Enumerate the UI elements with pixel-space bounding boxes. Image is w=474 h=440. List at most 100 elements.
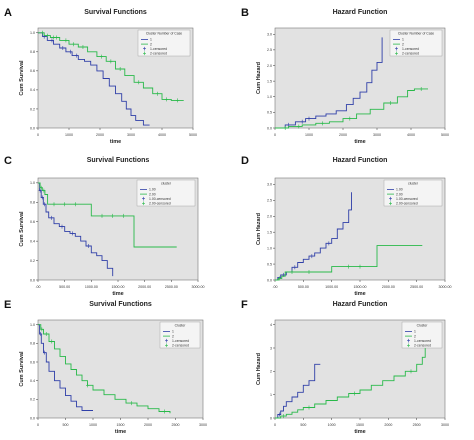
legend-entry: 2-censored (172, 344, 189, 348)
y-tick-label: 1.0 (30, 31, 35, 35)
legend-entry: 1 (414, 330, 416, 334)
x-tick-label: 1500.00 (112, 285, 125, 289)
x-tick-label: 0 (37, 423, 39, 427)
x-tick-label: 500.00 (59, 285, 70, 289)
series-1.00-line (38, 182, 114, 277)
x-tick-label: 1500 (356, 423, 364, 427)
y-tick-label: 3 (270, 346, 272, 350)
y-tick-label: 3.0 (267, 183, 272, 187)
y-tick-label: 0.6 (30, 360, 35, 364)
x-tick-label: 5000 (441, 133, 449, 137)
x-axis-label: time (110, 139, 121, 145)
y-tick-label: 0 (270, 416, 272, 420)
y-tick-label: 2 (270, 370, 272, 374)
x-tick-label: 0 (274, 133, 276, 137)
x-tick-label: 2500 (172, 423, 180, 427)
legend-title: Cluster Number of Case (146, 32, 182, 36)
y-tick-label: 2.0 (267, 215, 272, 219)
legend-entry: 2 (150, 42, 152, 46)
legend-entry: 2 (172, 334, 174, 338)
x-axis-label: time (115, 429, 126, 435)
legend-entry: 2-censored (414, 344, 431, 348)
y-tick-label: 0.2 (30, 107, 35, 111)
legend-entry: 2-censored (402, 52, 419, 56)
legend-entry: 1-censored (414, 339, 431, 343)
legend-entry: 1-censored (150, 47, 167, 51)
legend-entry: 1 (150, 38, 152, 42)
legend: Cluster Number of Case 121-censored2-cens… (389, 29, 443, 57)
panel-label: A (4, 7, 12, 19)
x-tick-label: 1500.00 (354, 285, 367, 289)
x-tick-label: .00 (273, 285, 278, 289)
y-tick-label: 0.0 (267, 126, 272, 130)
series-2-line (275, 88, 428, 129)
x-tick-label: 3000.00 (192, 285, 205, 289)
y-tick-label: 1.0 (30, 323, 35, 327)
x-tick-label: 1000 (305, 133, 313, 137)
legend-box (137, 29, 191, 57)
y-tick-label: 0.5 (267, 262, 272, 266)
series-1-line (275, 363, 321, 419)
series-1-line (38, 324, 93, 411)
x-tick-label: 1000.00 (325, 285, 338, 289)
x-tick-label: 4000 (407, 133, 415, 137)
y-tick-label: 0.2 (30, 398, 35, 402)
x-tick-label: 3000 (199, 423, 207, 427)
y-axis-label: Cum Survival (19, 60, 25, 96)
y-tick-label: 1 (270, 393, 272, 397)
legend-entry: 2.00 (396, 192, 403, 196)
y-tick-label: 0.8 (30, 342, 35, 346)
legend-box (383, 179, 443, 207)
x-axis-label: time (354, 429, 365, 435)
legend-title: Cluster (417, 324, 429, 328)
series-2-line (275, 338, 426, 419)
x-tick-label: 1500 (117, 423, 125, 427)
y-axis-label: Cum Hazard (256, 213, 262, 245)
legend-entry: 1-censored (172, 339, 189, 343)
chart-title: Hazard Function (333, 9, 388, 16)
legend: cluster 1.002.001.00-censored2.00-censore… (136, 179, 196, 207)
x-axis-label: time (354, 291, 365, 297)
y-tick-label: 1.0 (267, 246, 272, 250)
legend-entry: 1.00-censored (149, 197, 171, 201)
panel-e: E Survival Functions 0 500 1000 1500 2000 2500 3… (4, 299, 207, 435)
y-tick-label: 0.4 (30, 88, 35, 92)
legend-entry: 2 (402, 42, 404, 46)
panel-label: E (4, 299, 11, 311)
x-tick-label: 2000 (384, 423, 392, 427)
legend-entry: 1.00 (149, 188, 156, 192)
legend-title: Cluster (175, 324, 187, 328)
y-tick-label: 2.0 (267, 64, 272, 68)
y-tick-label: 0.5 (267, 111, 272, 115)
legend-title: cluster (161, 182, 172, 186)
y-axis-label: Cum Survival (19, 351, 25, 387)
y-tick-label: 1.5 (267, 79, 272, 83)
y-tick-label: 0.0 (30, 278, 35, 282)
legend-box (136, 179, 196, 207)
x-tick-label: 1000 (89, 423, 97, 427)
panel-d: D Hazard Function .00 500.00 1000.00 1500.00 2… (241, 155, 452, 297)
x-tick-label: 2000 (144, 423, 152, 427)
chart-title: Hazard Function (333, 301, 388, 308)
x-axis-label: time (354, 139, 365, 145)
legend-entry: 2.00-censored (149, 202, 171, 206)
series-1.00-line (275, 192, 352, 281)
x-tick-label: 500 (63, 423, 69, 427)
chart-title: Hazard Function (333, 157, 388, 164)
chart-title: Survival Functions (89, 301, 152, 308)
x-tick-label: 2500.00 (165, 285, 178, 289)
legend-entry: 1.00-censored (396, 197, 418, 201)
x-tick-label: 5000 (189, 133, 197, 137)
x-tick-label: 2000.00 (382, 285, 395, 289)
legend-title: cluster (408, 182, 419, 186)
x-tick-label: 4000 (158, 133, 166, 137)
x-tick-label: 3000.00 (439, 285, 452, 289)
x-tick-label: 1000.00 (85, 285, 98, 289)
y-tick-label: 0.4 (30, 379, 35, 383)
legend-entry: 2.00-censored (396, 202, 418, 206)
legend-box (389, 29, 443, 57)
y-tick-label: 0.6 (30, 69, 35, 73)
legend-entry: 1.00 (396, 188, 403, 192)
legend-entry: 2 (414, 334, 416, 338)
